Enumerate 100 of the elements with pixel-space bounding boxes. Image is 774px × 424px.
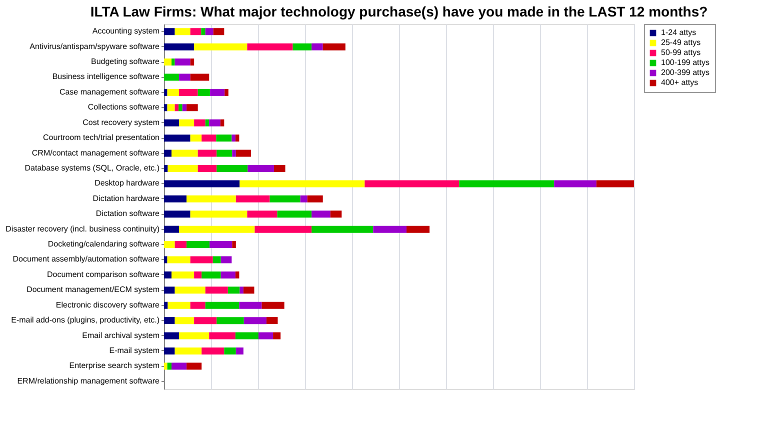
bar bbox=[186, 362, 202, 370]
bar bbox=[202, 347, 224, 354]
bar bbox=[186, 104, 198, 112]
bar bbox=[459, 180, 554, 188]
bar bbox=[174, 28, 190, 36]
bar bbox=[312, 210, 330, 218]
bar bbox=[258, 332, 274, 340]
legend-label: 100-199 attys bbox=[661, 58, 710, 67]
bar bbox=[198, 88, 210, 96]
bar bbox=[174, 347, 202, 354]
legend-label: 25-49 attys bbox=[661, 38, 701, 47]
y-tick-label: Dictation hardware bbox=[92, 194, 160, 203]
bar bbox=[164, 180, 240, 188]
bar bbox=[164, 150, 172, 157]
y-tick-label: Electronic discovery software bbox=[56, 300, 160, 310]
bar bbox=[179, 332, 210, 340]
bar bbox=[216, 164, 248, 172]
bar bbox=[164, 28, 175, 36]
y-tick-label: Accounting system bbox=[92, 26, 160, 36]
bar bbox=[312, 43, 323, 50]
bar bbox=[164, 43, 194, 50]
y-tick-label: Courtroom tech/trial presentation bbox=[43, 133, 160, 142]
y-tick-label: Collections software bbox=[88, 102, 160, 112]
bar bbox=[205, 286, 228, 294]
bar bbox=[262, 302, 284, 309]
bar bbox=[209, 119, 220, 126]
bar bbox=[205, 119, 210, 126]
bar bbox=[190, 74, 210, 81]
bar bbox=[228, 286, 240, 294]
bar bbox=[243, 286, 254, 294]
bar bbox=[274, 164, 286, 172]
bar bbox=[244, 317, 266, 324]
bar bbox=[174, 286, 206, 294]
bar bbox=[186, 195, 236, 202]
bar bbox=[164, 302, 168, 309]
bar bbox=[212, 256, 221, 264]
bar bbox=[239, 302, 262, 309]
bar bbox=[205, 302, 240, 309]
bar bbox=[224, 88, 228, 96]
bar bbox=[194, 43, 248, 50]
bar bbox=[312, 226, 374, 233]
bar bbox=[179, 119, 194, 126]
y-tick-label: Dictation software bbox=[96, 209, 160, 218]
bar bbox=[164, 164, 168, 172]
y-tick-label: Case management software bbox=[59, 87, 160, 96]
bar bbox=[220, 119, 224, 126]
bar bbox=[236, 347, 244, 354]
bar bbox=[322, 43, 346, 50]
bar bbox=[307, 195, 323, 202]
bar bbox=[198, 150, 217, 157]
bar bbox=[179, 74, 190, 81]
bar bbox=[164, 271, 172, 278]
bar bbox=[232, 134, 236, 142]
bar bbox=[235, 332, 258, 340]
y-tick-label: Document assembly/automation software bbox=[12, 254, 160, 264]
bar bbox=[209, 332, 236, 340]
bar bbox=[164, 256, 168, 264]
bar bbox=[167, 104, 175, 112]
bar bbox=[186, 241, 210, 248]
legend-label: 400+ attys bbox=[661, 78, 698, 87]
legend-label: 50-99 attys bbox=[661, 48, 701, 57]
bar bbox=[202, 134, 216, 142]
bar bbox=[277, 210, 312, 218]
bar bbox=[174, 241, 187, 248]
bar bbox=[164, 134, 190, 142]
y-tick-label: Email archival system bbox=[82, 330, 160, 340]
bar bbox=[164, 74, 180, 81]
y-tick-label: Disaster recovery (incl. business continuity) bbox=[6, 224, 160, 234]
bar bbox=[172, 362, 187, 370]
bar bbox=[248, 164, 274, 172]
bar bbox=[167, 88, 180, 96]
bar bbox=[406, 226, 430, 233]
bar bbox=[235, 134, 240, 142]
bar bbox=[164, 58, 172, 66]
bar bbox=[182, 104, 187, 112]
bar bbox=[216, 134, 232, 142]
bar bbox=[240, 180, 365, 188]
bar bbox=[179, 226, 255, 233]
bar bbox=[596, 180, 634, 188]
bar bbox=[164, 226, 180, 233]
bar bbox=[292, 43, 312, 50]
bar bbox=[168, 302, 190, 309]
y-tick-label: Business intelligence software bbox=[52, 72, 160, 82]
bar bbox=[213, 28, 224, 36]
legend-label: 200-399 attys bbox=[661, 68, 710, 77]
y-tick-label: E-mail add-ons (plugins, productivity, etc.) bbox=[11, 316, 160, 325]
bar bbox=[210, 241, 232, 248]
bar bbox=[164, 286, 175, 294]
bar bbox=[172, 150, 198, 157]
bar bbox=[273, 332, 281, 340]
bar bbox=[236, 195, 270, 202]
bar bbox=[164, 119, 180, 126]
bar bbox=[198, 164, 217, 172]
bar bbox=[300, 195, 308, 202]
bar bbox=[210, 88, 225, 96]
bar bbox=[190, 256, 213, 264]
bar bbox=[190, 134, 202, 142]
bar bbox=[232, 150, 236, 157]
bar bbox=[373, 226, 407, 233]
bar bbox=[220, 271, 236, 278]
